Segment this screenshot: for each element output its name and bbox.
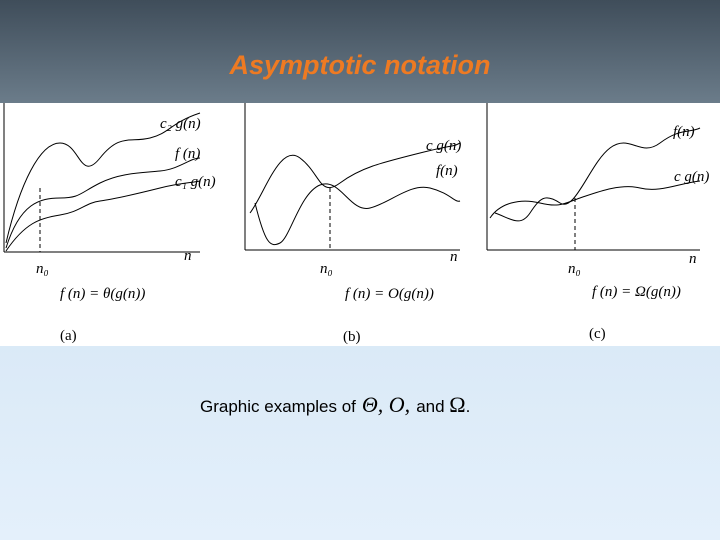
axis-label: n₀: [320, 261, 333, 277]
curve-label: f(n): [436, 163, 458, 179]
graph-a: [3, 103, 201, 253]
curve-label: f(n): [673, 124, 695, 140]
header: [0, 0, 720, 103]
caption-end: .: [465, 397, 471, 416]
curve-label: f (n): [175, 146, 200, 162]
caption-text: Graphic examples of: [200, 397, 356, 416]
panel-tag: (a): [60, 328, 77, 344]
curve-label: c g(n): [426, 138, 461, 154]
panel-tag: (b): [343, 329, 361, 345]
caption-symbols: Θ, O,: [361, 392, 411, 417]
panel-tag: (c): [589, 326, 606, 342]
figure-panel: c₂ g(n) f (n) c₁ g(n) n n₀ f (n) = θ(g(n…: [0, 103, 720, 346]
graph-c: [486, 103, 701, 251]
formula: f (n) = O(g(n)): [345, 286, 434, 302]
graph-b: [244, 103, 461, 251]
caption-and: and: [416, 397, 445, 416]
axis-label: n: [184, 248, 192, 264]
curve-label: c₂ g(n): [160, 116, 201, 132]
curve-label: c₁ g(n): [175, 174, 216, 190]
axis-label: n: [689, 251, 697, 267]
slide-title: Asymptotic notation: [229, 50, 491, 80]
caption-omega: Ω: [449, 392, 466, 417]
axis-label: n₀: [568, 261, 581, 277]
axis-label: n: [450, 249, 458, 265]
formula: f (n) = Ω(g(n)): [592, 284, 681, 300]
figure: c₂ g(n) f (n) c₁ g(n) n n₀ f (n) = θ(g(n…: [3, 103, 709, 345]
axis-label: n₀: [36, 261, 49, 277]
caption: Graphic examples of Θ, O, and Ω.: [200, 392, 470, 418]
curve-label: c g(n): [674, 169, 709, 185]
formula: f (n) = θ(g(n)): [60, 286, 145, 302]
